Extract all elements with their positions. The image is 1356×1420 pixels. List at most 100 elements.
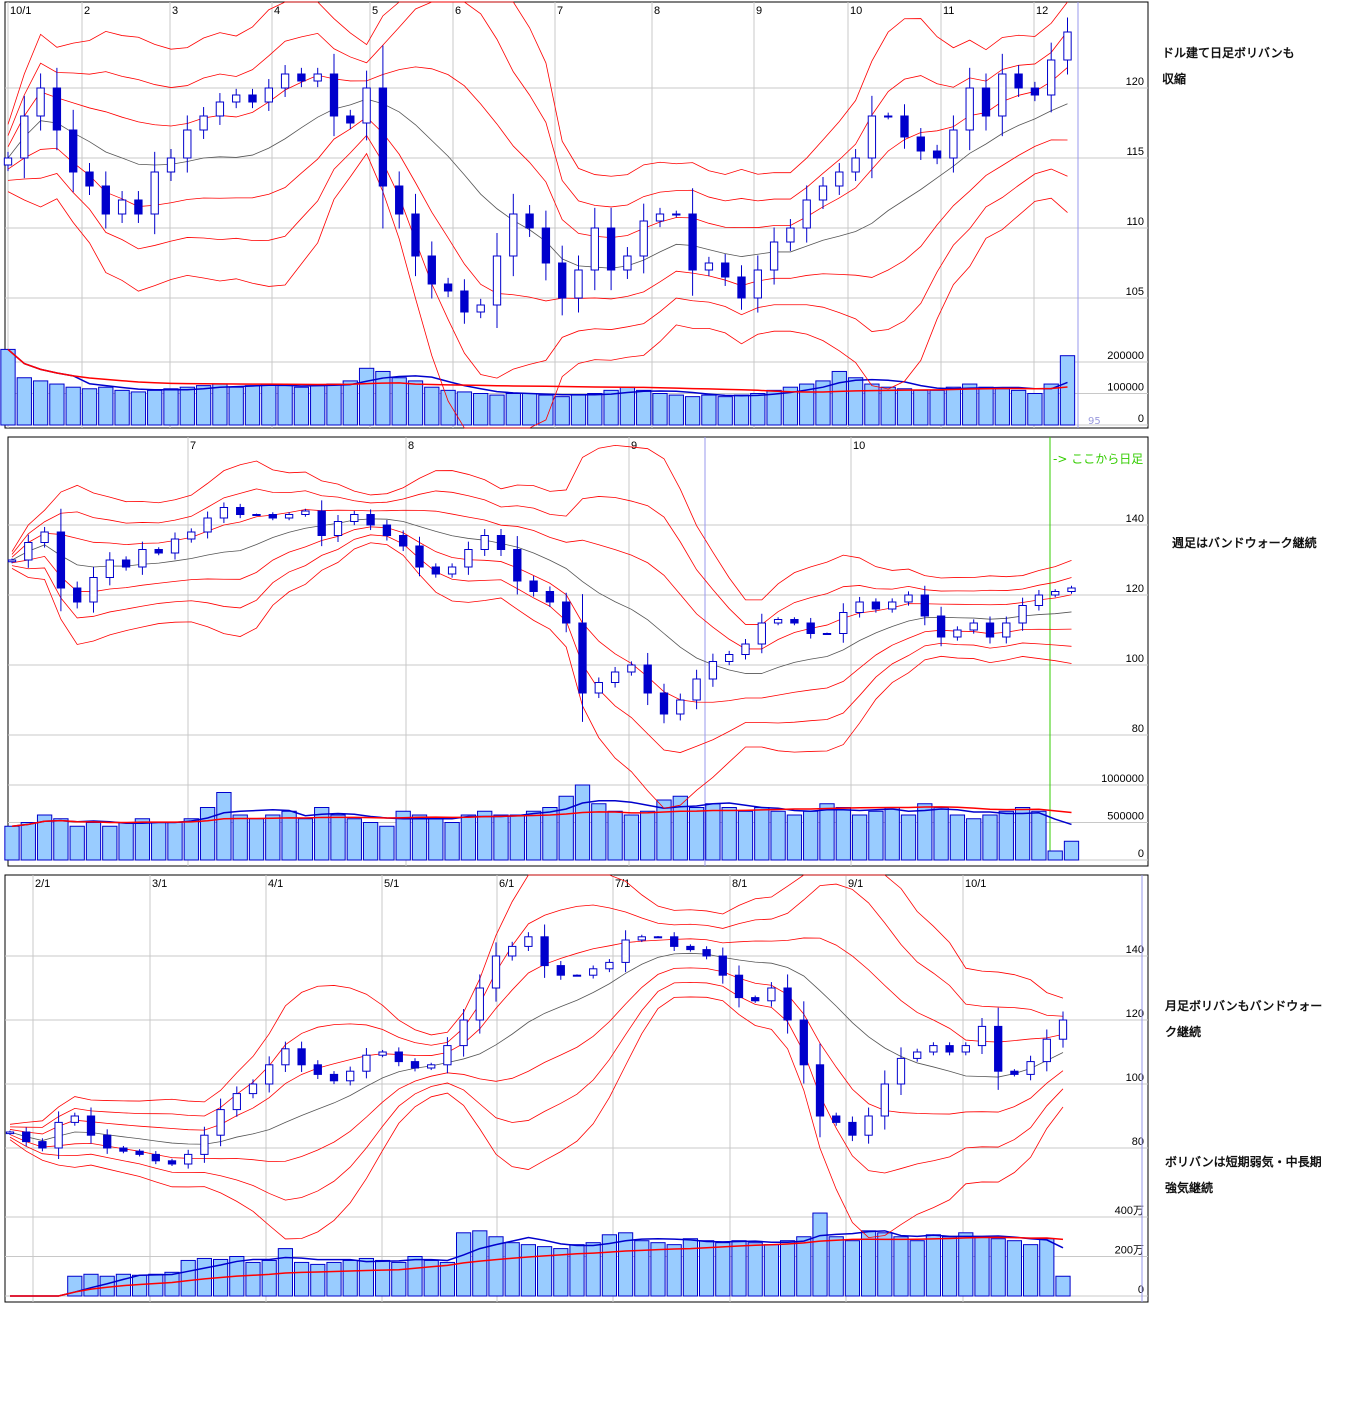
volume-bar bbox=[1006, 1240, 1022, 1297]
volume-bar bbox=[721, 807, 737, 861]
volume-bar bbox=[909, 1240, 925, 1297]
candle bbox=[822, 632, 832, 635]
candle-body bbox=[24, 542, 33, 561]
candle-body bbox=[621, 939, 630, 963]
price-tick-label: 115 bbox=[1126, 146, 1144, 158]
candle bbox=[655, 207, 665, 228]
chart-frame bbox=[4, 1, 1149, 429]
candle bbox=[464, 541, 473, 575]
candle bbox=[135, 1149, 144, 1157]
candle bbox=[637, 934, 646, 943]
candle bbox=[773, 617, 783, 626]
volume-bar bbox=[509, 814, 525, 861]
volume-bar bbox=[525, 810, 542, 861]
candle bbox=[737, 265, 746, 310]
candle bbox=[427, 1062, 436, 1071]
volume-bar bbox=[780, 1240, 796, 1297]
candle-body bbox=[203, 517, 212, 533]
volume-bar bbox=[489, 394, 505, 426]
candle-body bbox=[751, 997, 760, 1002]
volume-bar bbox=[1043, 383, 1059, 426]
candle-body bbox=[737, 276, 746, 299]
candle bbox=[961, 1042, 970, 1056]
candle-body bbox=[480, 535, 489, 550]
date-label: 3 bbox=[172, 5, 178, 17]
candle bbox=[431, 563, 440, 578]
candle-body bbox=[382, 524, 392, 536]
candle-body bbox=[832, 1115, 841, 1123]
bollinger-band bbox=[11, 542, 1072, 809]
candle bbox=[802, 185, 811, 243]
volume-bar bbox=[444, 822, 460, 861]
candle-body bbox=[134, 199, 143, 215]
candle-body bbox=[913, 1051, 922, 1059]
candle bbox=[513, 536, 522, 595]
price-tick-label: 120 bbox=[1126, 583, 1144, 595]
volume-bar bbox=[705, 803, 721, 861]
candle-body bbox=[1030, 87, 1040, 96]
candle-body bbox=[138, 549, 147, 568]
volume-bar bbox=[978, 386, 994, 426]
candle-body bbox=[184, 1153, 193, 1165]
candle-body bbox=[350, 514, 359, 522]
candle bbox=[69, 109, 78, 193]
volume-bar bbox=[868, 810, 884, 861]
candle-body bbox=[333, 521, 343, 536]
candle-body bbox=[38, 1141, 47, 1149]
volume-bar bbox=[652, 393, 668, 426]
candle bbox=[786, 219, 795, 251]
candle-body bbox=[558, 262, 567, 299]
candle-body bbox=[708, 661, 718, 680]
volume-bar bbox=[717, 396, 733, 426]
candle bbox=[880, 1070, 889, 1130]
volume-bar bbox=[36, 814, 53, 861]
volume-bar bbox=[330, 814, 346, 861]
candle bbox=[558, 245, 567, 316]
candle bbox=[676, 693, 685, 721]
volume-bar bbox=[488, 1236, 504, 1297]
date-label: 10/1 bbox=[965, 878, 986, 890]
volume-bar bbox=[537, 1246, 553, 1297]
candle bbox=[89, 566, 98, 613]
candle bbox=[70, 1112, 79, 1126]
candle bbox=[806, 617, 815, 639]
candle-body bbox=[317, 510, 326, 536]
candle-body bbox=[378, 1051, 387, 1056]
candle bbox=[981, 73, 991, 131]
candle-body bbox=[655, 213, 665, 222]
volume-bar bbox=[424, 386, 440, 426]
volume-bar bbox=[379, 825, 395, 861]
candle bbox=[252, 513, 261, 516]
candle bbox=[52, 67, 62, 151]
volume-bar bbox=[925, 1234, 941, 1297]
candle-body bbox=[135, 1150, 144, 1155]
candle-body bbox=[215, 101, 225, 117]
candle bbox=[590, 207, 599, 291]
candle bbox=[721, 254, 730, 286]
candle bbox=[1030, 81, 1040, 102]
candle bbox=[994, 1007, 1003, 1090]
date-label: 2/1 bbox=[35, 878, 50, 890]
volume-bar bbox=[407, 380, 424, 426]
candle bbox=[704, 256, 714, 277]
candle-body bbox=[1034, 594, 1044, 606]
volume-bar bbox=[391, 377, 407, 426]
candle bbox=[540, 924, 549, 978]
price-tick-label: 110 bbox=[1126, 216, 1144, 228]
candle bbox=[232, 88, 241, 109]
candle bbox=[556, 960, 565, 980]
candle bbox=[977, 1017, 987, 1055]
volume-bar bbox=[407, 1256, 423, 1297]
candle-body bbox=[981, 87, 991, 117]
candle-body bbox=[676, 699, 685, 715]
candle bbox=[187, 528, 196, 543]
volume-bar bbox=[81, 388, 98, 426]
candle-body bbox=[1067, 587, 1076, 592]
candle bbox=[3, 151, 13, 172]
volume-bar bbox=[949, 814, 966, 861]
volume-bar bbox=[493, 814, 509, 861]
candle bbox=[572, 974, 582, 977]
volume-bar bbox=[770, 810, 786, 861]
candle-body bbox=[170, 538, 180, 554]
candle-body bbox=[945, 1045, 954, 1053]
